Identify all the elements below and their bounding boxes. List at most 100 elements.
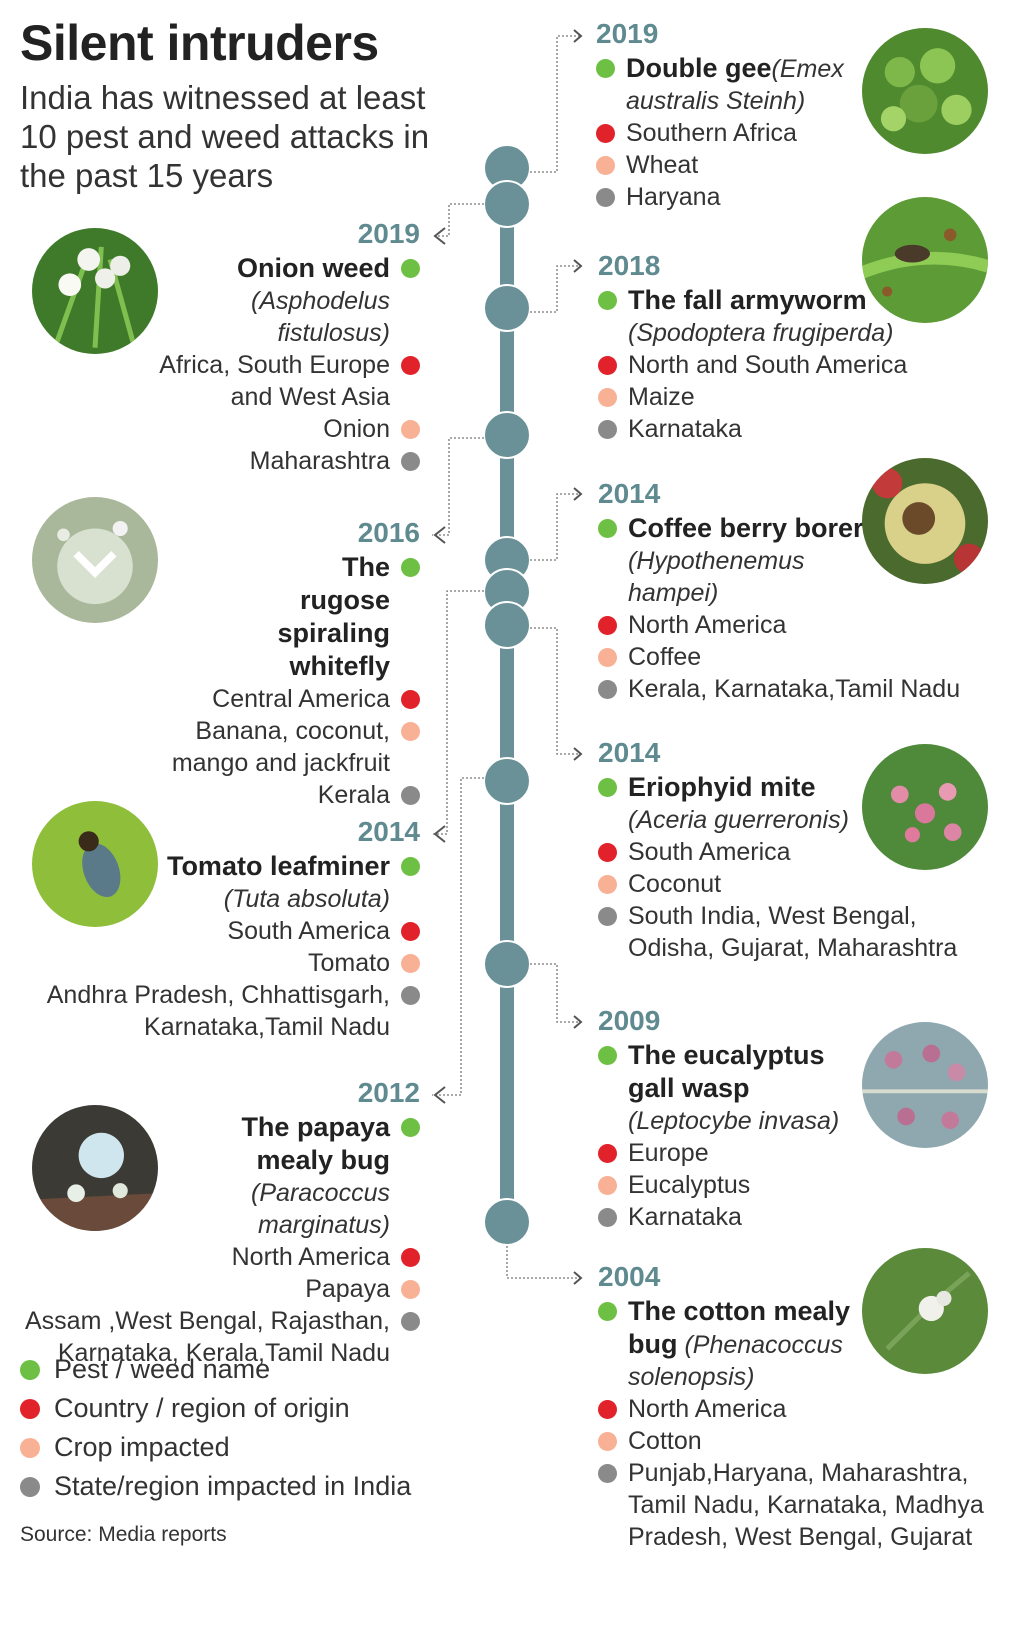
timeline-node-2009 xyxy=(483,940,531,988)
pest-marker xyxy=(401,558,420,577)
origin-marker xyxy=(598,1144,617,1163)
crop-impacted: Banana, coconut, mango and jackfruit xyxy=(171,717,390,777)
crop-impacted: Cotton xyxy=(628,1427,702,1455)
timeline-node-2019-b xyxy=(483,180,531,228)
connector-whitefly xyxy=(432,437,484,536)
crop-impacted: Maize xyxy=(628,383,695,411)
pest-scientific-name: (Hypothenemus hampei) xyxy=(628,547,805,607)
crop-marker xyxy=(401,420,420,439)
state-marker xyxy=(598,1464,617,1483)
timeline-node-2004 xyxy=(483,1198,531,1246)
legend-item-pest: Pest / weed name xyxy=(20,1350,411,1389)
origin-region: North America xyxy=(231,1243,390,1271)
origin-region: Southern Africa xyxy=(626,119,797,147)
entry-papaya-mealybug: 2012 The papaya mealy bug (Paracoccus ma… xyxy=(20,1075,420,1369)
state-impacted: Assam ,West Bengal, Rajasthan, Karnataka… xyxy=(25,1307,390,1367)
state-marker xyxy=(598,420,617,439)
entry-cotton-mealybug: 2004 The cotton mealy bug (Phenacoccus s… xyxy=(598,1259,988,1553)
legend: Pest / weed name Country / region of ori… xyxy=(20,1350,411,1506)
pest-marker xyxy=(401,857,420,876)
crop-impacted: Papaya xyxy=(305,1275,390,1303)
pest-marker xyxy=(401,1118,420,1137)
entry-eucalyptus-gall-wasp: 2009 The eucalyptus gall wasp (Leptocybe… xyxy=(598,1003,868,1233)
pest-marker xyxy=(598,1046,617,1065)
pest-scientific-name: (Emex australis Steinh) xyxy=(626,55,844,115)
origin-region: South America xyxy=(227,917,390,945)
fall-armyworm-photo xyxy=(862,197,988,323)
page-title: Silent intruders xyxy=(20,15,379,71)
connector-tomato-leafminer xyxy=(432,590,484,835)
pest-name: Eriophyid mite xyxy=(628,772,816,802)
pest-marker xyxy=(598,291,617,310)
arrow-whitefly xyxy=(433,526,446,544)
entry-year: 2014 xyxy=(598,478,661,509)
origin-region: North America xyxy=(628,611,787,639)
connector-onion-weed xyxy=(432,203,484,237)
connector-coffee-berry xyxy=(530,493,580,561)
pest-marker xyxy=(598,1302,617,1321)
papaya-mealybug-photo xyxy=(32,1105,158,1231)
arrow-coffee-berry xyxy=(573,487,583,501)
state-marker xyxy=(598,907,617,926)
state-impacted: Kerala xyxy=(317,781,390,809)
entry-coffee-berry-borer: 2014 Coffee berry borer (Hypothenemus ham… xyxy=(598,476,978,705)
origin-marker xyxy=(401,1248,420,1267)
entry-onion-weed: 2019 Onion weed (Asphodelus fistulosus) A… xyxy=(150,216,420,477)
crop-marker xyxy=(20,1438,40,1458)
pest-scientific-name: (Phenacoccus solenopsis) xyxy=(628,1331,843,1391)
entry-double-gee: 2019 Double gee(Emex australis Steinh) S… xyxy=(596,16,856,213)
cotton-mealybug-photo xyxy=(862,1248,988,1374)
legend-label: Crop impacted xyxy=(54,1432,230,1462)
state-impacted: Karnataka xyxy=(628,415,742,443)
entry-year: 2016 xyxy=(357,517,420,548)
entry-tomato-leafminer: 2014 Tomato leafminer (Tuta absoluta) Sou… xyxy=(30,814,420,1043)
crop-impacted: Eucalyptus xyxy=(628,1171,751,1199)
crop-marker xyxy=(596,156,615,175)
source-note: Source: Media reports xyxy=(20,1523,227,1546)
pest-marker xyxy=(598,778,617,797)
pest-scientific-name: (Asphodelus fistulosus) xyxy=(251,287,390,347)
origin-region: North and South America xyxy=(628,351,908,379)
crop-marker xyxy=(401,1280,420,1299)
crop-marker xyxy=(401,722,420,741)
entry-year: 2019 xyxy=(596,18,659,49)
pest-marker xyxy=(596,59,615,78)
connector-gall-wasp xyxy=(530,963,580,1023)
pest-name: Onion weed xyxy=(236,253,390,283)
pest-marker xyxy=(401,259,420,278)
timeline-node-2014-c xyxy=(483,601,531,649)
legend-label: State/region impacted in India xyxy=(54,1471,412,1501)
arrow-eriophyid-mite xyxy=(573,747,583,761)
entry-year: 2019 xyxy=(357,218,420,249)
state-impacted: Andhra Pradesh, Chhattisgarh, Karnataka,… xyxy=(46,981,390,1041)
arrow-double-gee xyxy=(573,29,583,43)
arrow-papaya-mealybug xyxy=(433,1086,446,1104)
state-marker xyxy=(20,1477,40,1497)
state-marker xyxy=(401,1312,420,1331)
state-impacted: South India, West Bengal, Odisha, Gujara… xyxy=(628,902,958,962)
entry-year: 2014 xyxy=(598,737,661,768)
pest-marker xyxy=(598,519,617,538)
pest-name: The cotton mealy bug xyxy=(628,1296,851,1359)
origin-region: South America xyxy=(628,838,791,866)
timeline-node-2012 xyxy=(483,757,531,805)
connector-cotton-mealybug xyxy=(506,1246,580,1279)
pest-scientific-name: (Leptocybe invasa) xyxy=(628,1107,840,1135)
state-marker xyxy=(596,188,615,207)
legend-item-state: State/region impacted in India xyxy=(20,1467,411,1506)
arrow-fall-armyworm xyxy=(573,259,583,273)
origin-marker xyxy=(598,356,617,375)
arrow-gall-wasp xyxy=(573,1015,583,1029)
entry-eriophyid-mite: 2014 Eriophyid mite (Aceria guerreronis) … xyxy=(598,735,978,964)
pest-name: The fall armyworm xyxy=(628,285,867,315)
entry-year: 2012 xyxy=(357,1077,420,1108)
crop-impacted: Coffee xyxy=(628,643,702,671)
connector-double-gee xyxy=(530,35,580,173)
state-impacted: Karnataka xyxy=(628,1203,742,1231)
origin-marker xyxy=(596,124,615,143)
crop-marker xyxy=(598,875,617,894)
crop-impacted: Onion xyxy=(323,415,390,443)
origin-marker xyxy=(401,356,420,375)
pest-name: Double gee xyxy=(626,53,772,83)
